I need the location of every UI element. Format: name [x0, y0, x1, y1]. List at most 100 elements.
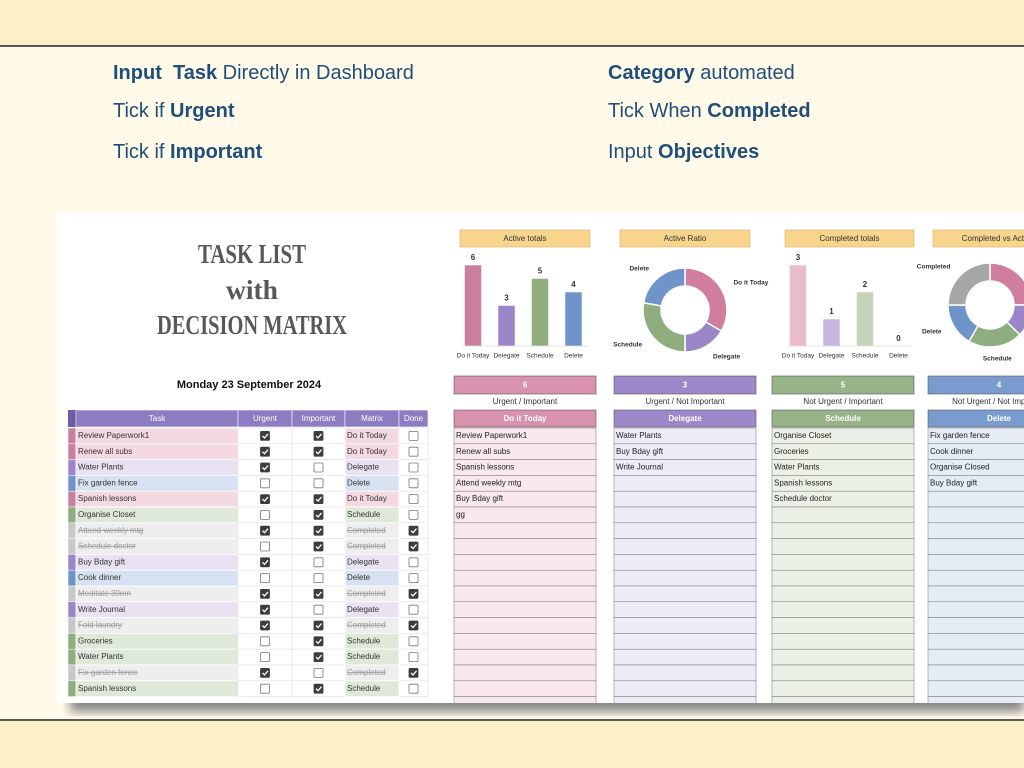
bar-value-label: 0: [896, 334, 901, 343]
task-name: Water Plants: [78, 463, 124, 472]
task-name: Groceries: [78, 636, 113, 645]
checkbox: [408, 573, 419, 583]
checkbox: [313, 494, 324, 505]
checkbox: [313, 620, 324, 631]
column-header: Important: [302, 414, 337, 423]
checkbox: [408, 478, 419, 489]
task-name: Cook dinner: [78, 573, 121, 582]
chart-title: Completed totals: [819, 234, 879, 243]
checkbox: [260, 668, 270, 678]
task-name: Meditate 30mn: [78, 589, 131, 598]
task-name: Spanish lessons: [78, 684, 136, 693]
task-name: Fix garden fence: [78, 668, 138, 677]
checkbox: [260, 541, 270, 552]
checkbox: [260, 462, 270, 473]
checkbox: [313, 668, 324, 678]
checkmark: [262, 623, 269, 629]
list-cell: [613, 648, 757, 666]
checkbox: [408, 494, 419, 505]
row-strip: [67, 585, 77, 603]
list-cell: [453, 601, 597, 618]
list-cell: [927, 506, 1024, 524]
matrix-label: Do it Today: [347, 447, 387, 456]
checkmark: [262, 607, 269, 613]
list-cell: [613, 490, 757, 508]
donut-label: Delegate: [713, 353, 740, 360]
instruction-segment: Tick if: [113, 100, 170, 122]
checkbox: [260, 557, 270, 568]
list-cell: [613, 569, 757, 587]
count-box: [927, 375, 1024, 395]
row-strip: [67, 506, 77, 524]
donut-slice: [947, 262, 991, 306]
matrix-label: Do it Today: [347, 431, 387, 440]
matrix-label: Do it Today: [347, 494, 387, 503]
list-cell: [453, 696, 597, 703]
list-cell: [927, 601, 1024, 618]
list-cell: [613, 506, 757, 524]
matrix-label: Schedule: [347, 652, 381, 661]
instruction-segment: Tick When: [608, 100, 707, 122]
checkbox: [260, 430, 270, 441]
task-name: Attend weekly mtg: [78, 526, 143, 535]
checkbox: [313, 604, 324, 615]
checkbox: [408, 668, 419, 678]
instruction-segment: Input: [608, 141, 658, 163]
matrix-label: Schedule: [347, 636, 381, 645]
quadrant-subtitle: Urgent / Not Important: [645, 397, 725, 406]
checkmark: [262, 559, 269, 566]
list-item: Attend weekly mtg: [456, 478, 521, 487]
count: 3: [683, 381, 688, 390]
list-cell: [613, 696, 757, 703]
task-name: Spanish lessons: [78, 494, 136, 503]
checkbox: [260, 589, 270, 599]
row-strip: [67, 554, 77, 571]
checkbox: [313, 446, 324, 457]
header-cell: [398, 409, 429, 428]
checkbox: [260, 683, 270, 694]
list-item: Fix garden fence: [930, 431, 990, 440]
list-cell: [453, 664, 597, 682]
dashboard-title: TASK LIST: [198, 239, 306, 269]
list-item: Water Plants: [774, 463, 820, 472]
checkmark: [315, 623, 322, 629]
checkbox: [260, 573, 270, 583]
matrix-label: Completed: [347, 542, 386, 551]
checkbox: [260, 478, 270, 489]
row-strip: [67, 459, 77, 476]
list-cell: [927, 490, 1024, 508]
bar-value-label: 5: [538, 267, 543, 276]
list-item: Buy Bday gift: [456, 494, 504, 503]
bar-category-label: Schedule: [851, 353, 878, 360]
list-cell: [927, 585, 1024, 603]
instruction-segment: Important: [170, 141, 263, 163]
instruction-segment: automated: [695, 62, 795, 84]
instruction: Tick if Important: [113, 141, 263, 163]
bar-value-label: 3: [504, 294, 509, 303]
quadrant-header: [927, 409, 1024, 428]
chart-title: Completed vs Active: [962, 234, 1024, 243]
checkbox: [260, 446, 270, 457]
matrix-label: Delegate: [347, 605, 380, 614]
bar-category-label: Delete: [564, 353, 583, 360]
list-cell: [927, 554, 1024, 571]
column-header: Task: [149, 414, 166, 423]
task-name: Write Journal: [78, 605, 125, 614]
list-cell: [613, 680, 757, 697]
bar-value-label: 1: [829, 307, 834, 316]
list-cell: [453, 506, 597, 524]
matrix-label: Schedule: [347, 684, 381, 693]
list-item: Spanish lessons: [774, 478, 832, 487]
checkbox: [313, 652, 324, 662]
count-box: [453, 375, 597, 395]
bar-category-label: Delete: [889, 353, 908, 360]
column-header: Matrix: [361, 414, 383, 423]
row-strip: [67, 601, 77, 618]
list-cell: [771, 585, 915, 603]
checkmark: [315, 638, 322, 645]
checkbox: [408, 525, 419, 536]
matrix-label: Completed: [347, 621, 386, 630]
list-cell: [927, 633, 1024, 650]
checkmark: [262, 528, 269, 534]
bar: [856, 291, 874, 347]
